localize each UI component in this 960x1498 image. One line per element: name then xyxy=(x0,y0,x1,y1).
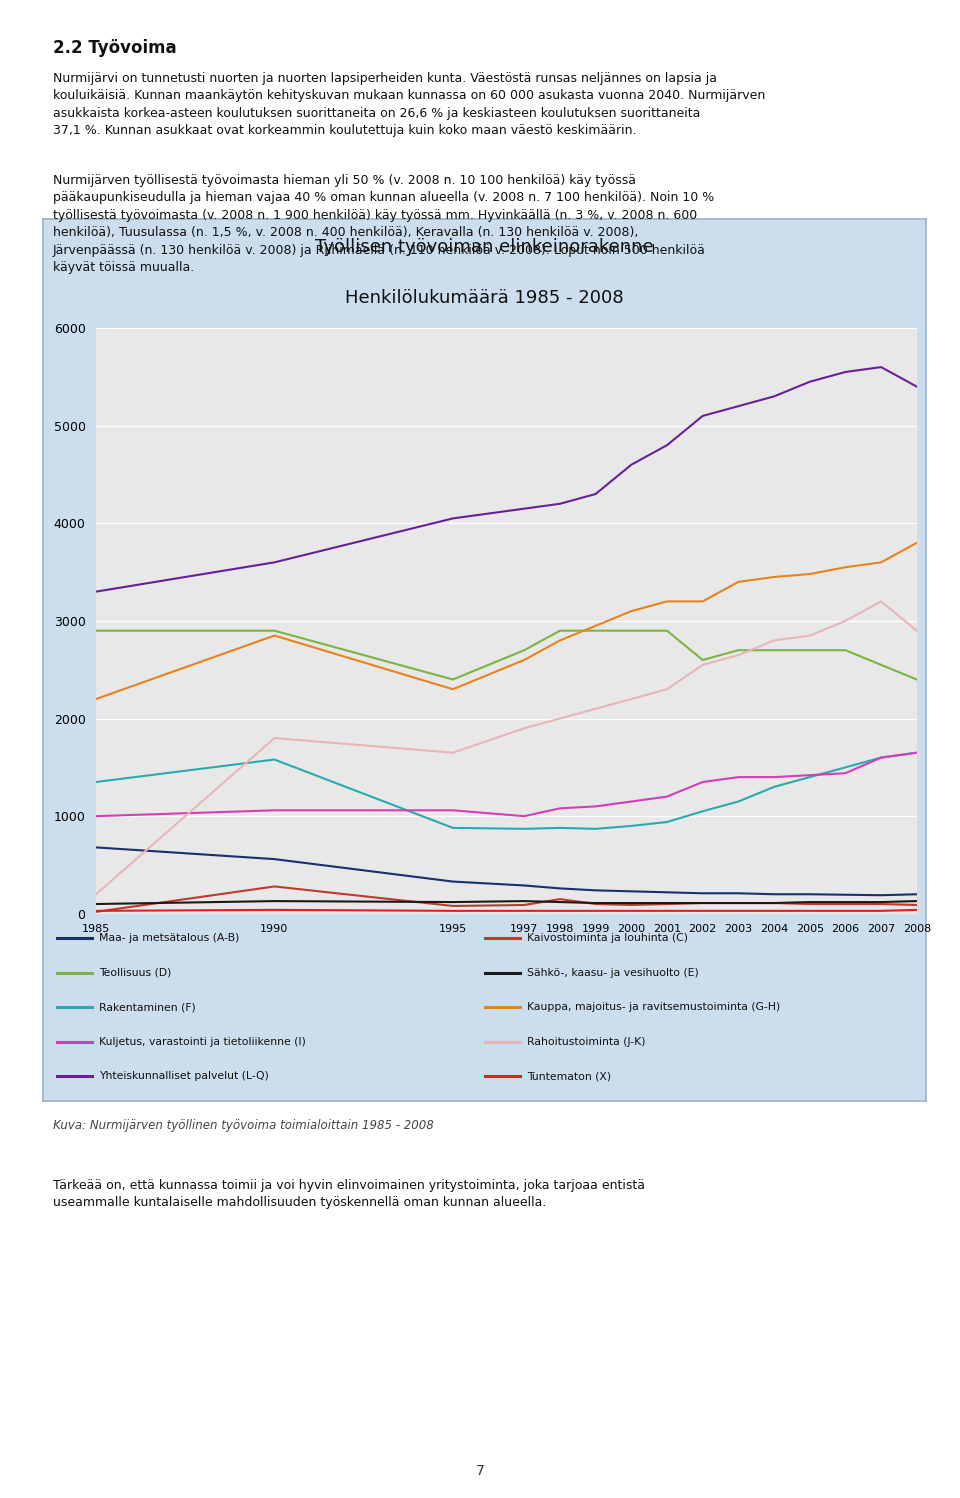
Text: Sähkö-, kaasu- ja vesihuolto (E): Sähkö-, kaasu- ja vesihuolto (E) xyxy=(527,968,699,978)
Text: 7: 7 xyxy=(475,1464,485,1479)
Text: Maa- ja metsätalous (A-B): Maa- ja metsätalous (A-B) xyxy=(99,933,239,944)
Text: Rahoitustoiminta (J-K): Rahoitustoiminta (J-K) xyxy=(527,1037,645,1047)
Text: 2.2 Työvoima: 2.2 Työvoima xyxy=(53,39,177,57)
Text: Kauppa, majoitus- ja ravitsemustoiminta (G-H): Kauppa, majoitus- ja ravitsemustoiminta … xyxy=(527,1002,780,1013)
Text: Tuntematon (X): Tuntematon (X) xyxy=(527,1071,611,1082)
Text: Nurmijärvi on tunnetusti nuorten ja nuorten lapsiperheiden kunta. Väestöstä runs: Nurmijärvi on tunnetusti nuorten ja nuor… xyxy=(53,72,765,138)
Text: Yhteiskunnalliset palvelut (L-Q): Yhteiskunnalliset palvelut (L-Q) xyxy=(99,1071,269,1082)
Text: Teollisuus (D): Teollisuus (D) xyxy=(99,968,171,978)
Text: Työllisen työvoiman elinkeinorakenne: Työllisen työvoiman elinkeinorakenne xyxy=(316,238,654,256)
Text: Henkilölukumäärä 1985 - 2008: Henkilölukumäärä 1985 - 2008 xyxy=(346,289,624,307)
Text: Nurmijärven työllisestä työvoimasta hieman yli 50 % (v. 2008 n. 10 100 henkilöä): Nurmijärven työllisestä työvoimasta hiem… xyxy=(53,174,714,274)
Text: Kuva: Nurmijärven työllinen työvoima toimialoittain 1985 - 2008: Kuva: Nurmijärven työllinen työvoima toi… xyxy=(53,1119,434,1132)
Text: Rakentaminen (F): Rakentaminen (F) xyxy=(99,1002,196,1013)
Text: Kuljetus, varastointi ja tietoliikenne (I): Kuljetus, varastointi ja tietoliikenne (… xyxy=(99,1037,305,1047)
Text: Kaivostoiminta ja louhinta (C): Kaivostoiminta ja louhinta (C) xyxy=(527,933,687,944)
Text: Tärkeää on, että kunnassa toimii ja voi hyvin elinvoimainen yritystoiminta, joka: Tärkeää on, että kunnassa toimii ja voi … xyxy=(53,1179,645,1209)
